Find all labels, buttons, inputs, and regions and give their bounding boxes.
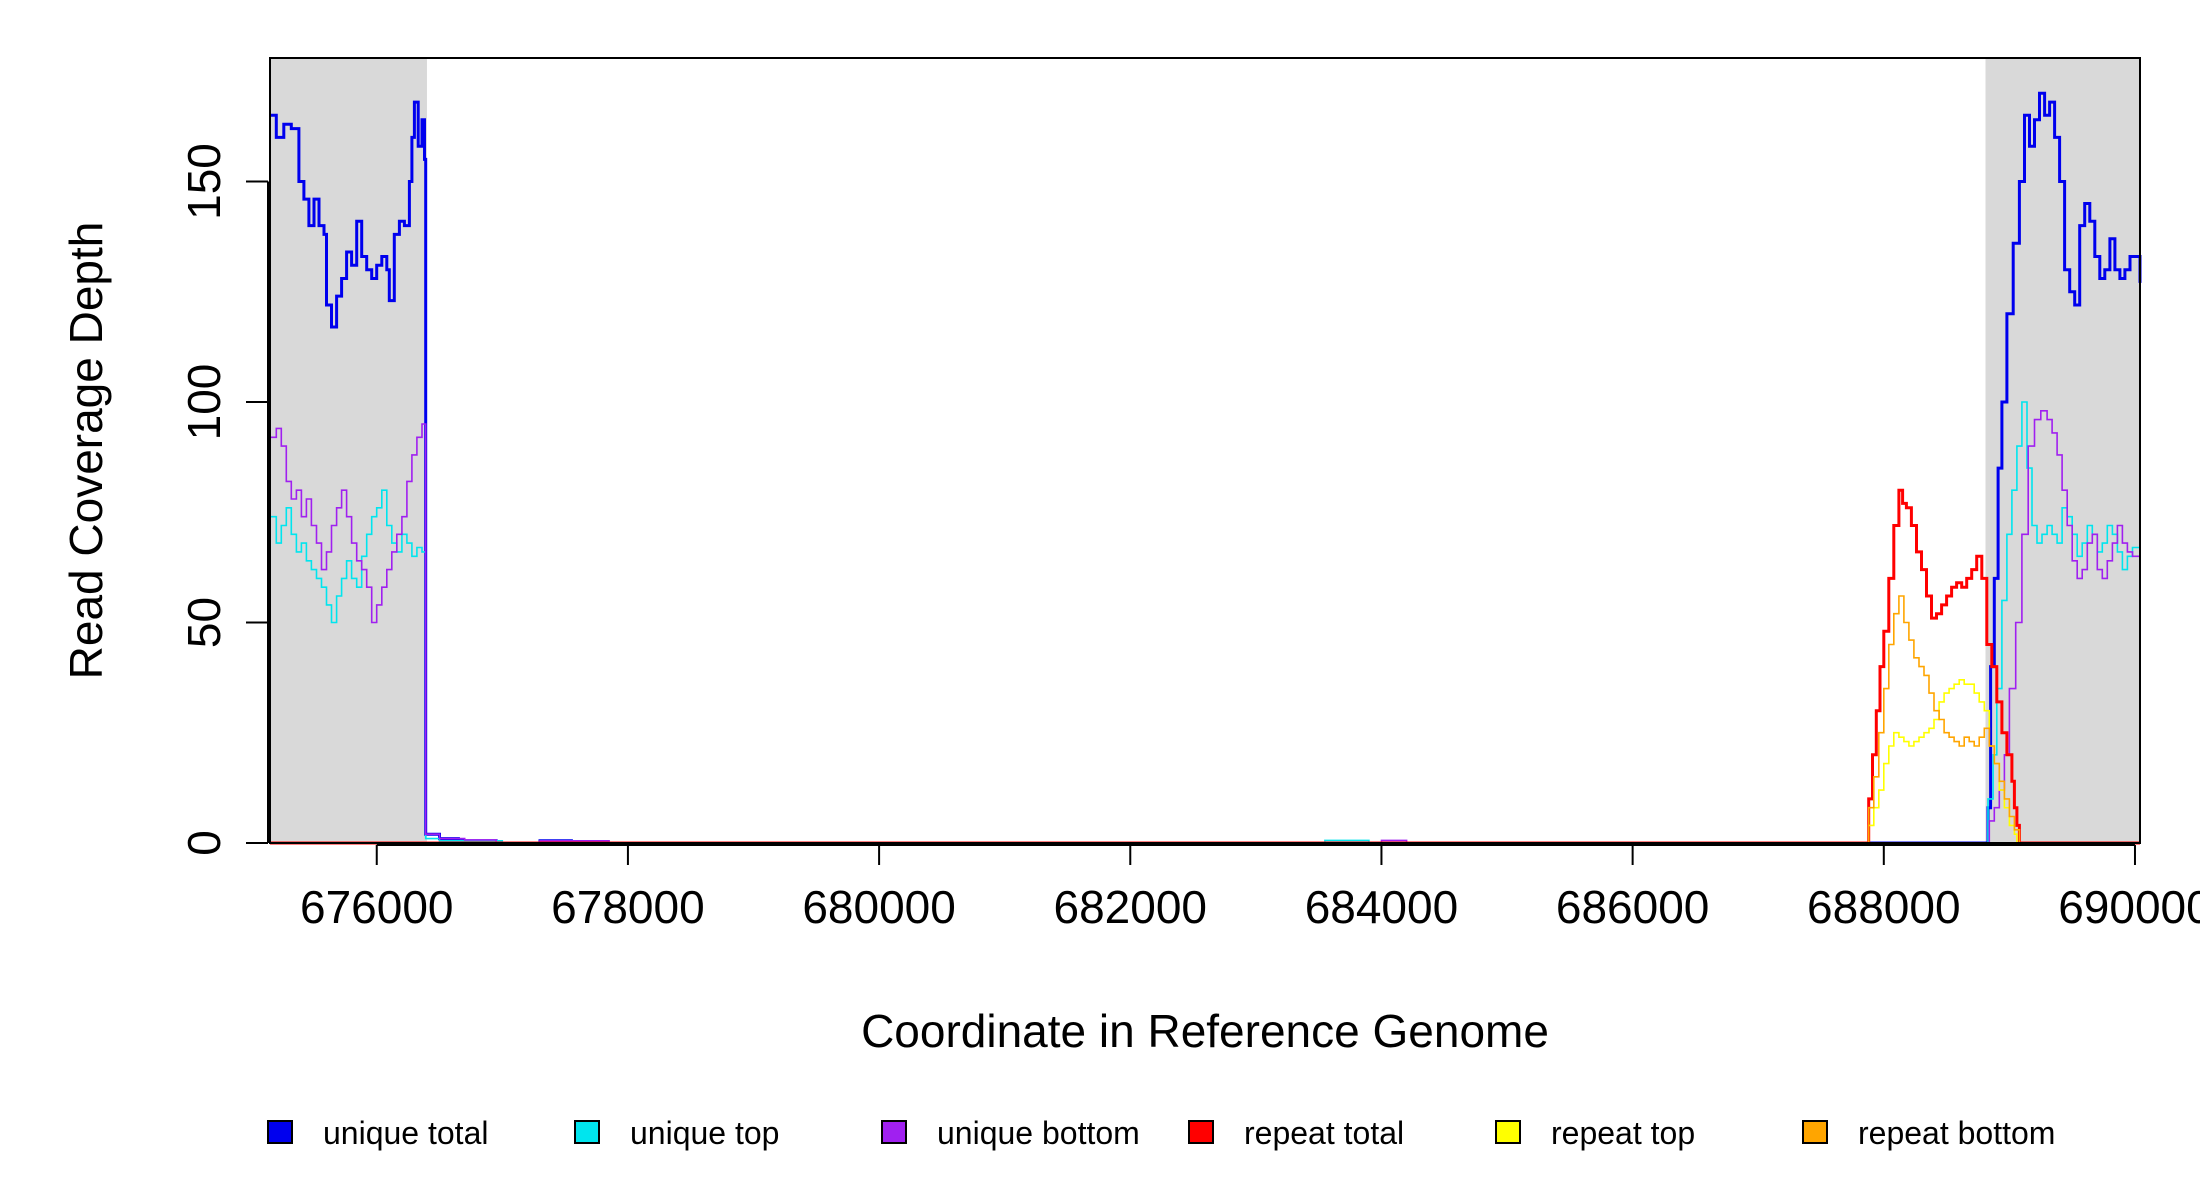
series-line-repeat-total — [270, 488, 2140, 845]
shaded-regions — [270, 58, 2140, 843]
shaded-region-1 — [270, 58, 427, 843]
legend-swatch-repeat-bottom — [1802, 1120, 1828, 1144]
axes: 676000 678000 680000 682000 684000 686000 6880… — [178, 143, 2200, 933]
legend: unique total unique top unique bottom repea… — [267, 1115, 2055, 1151]
y-tick-label: 150 — [178, 143, 230, 220]
x-tick-label: 690000 — [2058, 881, 2200, 933]
series-line-unique-bottom — [270, 410, 2141, 844]
series-lines — [270, 91, 2142, 845]
x-tick-label: 684000 — [1305, 881, 1459, 933]
legend-swatch-unique-top — [574, 1120, 600, 1144]
y-tick-label: 0 — [178, 830, 230, 856]
shaded-region-2 — [1985, 58, 2140, 843]
series-line-unique-top — [270, 401, 2141, 844]
series-line-repeat-top — [270, 679, 2140, 844]
legend-label-repeat-top: repeat top — [1551, 1115, 1695, 1151]
x-axis-title: Coordinate in Reference Genome — [861, 1005, 1549, 1057]
legend-swatch-unique-bottom — [881, 1120, 907, 1144]
legend-label-repeat-bottom: repeat bottom — [1858, 1115, 2055, 1151]
x-tick-label: 688000 — [1807, 881, 1961, 933]
legend-label-unique-bottom: unique bottom — [937, 1115, 1140, 1151]
legend-label-unique-total: unique total — [323, 1115, 488, 1151]
legend-label-repeat-total: repeat total — [1244, 1115, 1404, 1151]
x-tick-label: 676000 — [300, 881, 454, 933]
x-tick-label: 682000 — [1054, 881, 1208, 933]
y-axis-title: Read Coverage Depth — [60, 222, 112, 680]
series-line-repeat-bottom — [270, 595, 2140, 844]
series-line-unique-total — [270, 91, 2142, 845]
y-tick-label: 100 — [178, 364, 230, 441]
x-tick-label: 686000 — [1556, 881, 1710, 933]
y-tick-label: 50 — [178, 597, 230, 648]
legend-swatch-repeat-total — [1188, 1120, 1214, 1144]
x-tick-label: 680000 — [802, 881, 956, 933]
legend-label-unique-top: unique top — [630, 1115, 779, 1151]
plot-frame — [269, 57, 2141, 844]
legend-swatch-unique-total — [267, 1120, 293, 1144]
x-tick-label: 678000 — [551, 881, 705, 933]
legend-swatch-repeat-top — [1495, 1120, 1521, 1144]
